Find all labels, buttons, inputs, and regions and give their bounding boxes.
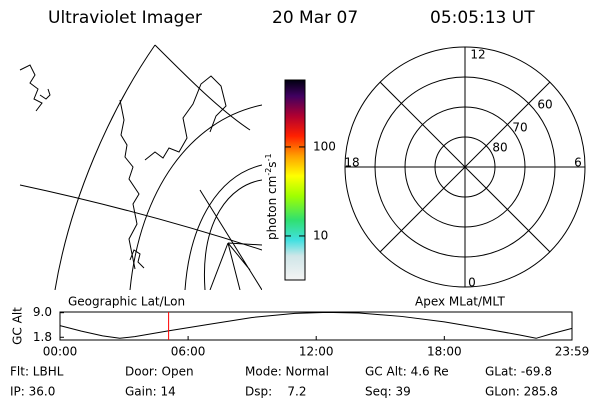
colorbar — [284, 79, 306, 281]
x-tick-label: 06:00 — [171, 345, 206, 359]
lat-label: 60 — [537, 98, 552, 112]
lat-label: 70 — [512, 121, 527, 135]
map — [19, 44, 262, 290]
right-label: Apex MLat/MLT — [415, 295, 505, 309]
status-field: Dsp: 7.2 — [245, 385, 307, 399]
hour-label: 12 — [470, 48, 485, 62]
colorbar-label-part: -1 — [264, 153, 273, 161]
y-axis-label: GC Alt — [11, 307, 25, 345]
x-tick-label: 00:00 — [43, 345, 78, 359]
status-field: GLon: 285.8 — [485, 385, 558, 399]
colorbar-label-part: s — [265, 161, 279, 167]
status-field: Door: Open — [125, 365, 194, 379]
y-tick-label: 9.0 — [33, 305, 52, 319]
lat-label: 80 — [492, 141, 507, 155]
date: 20 Mar 07 — [272, 8, 358, 28]
hour-label: 0 — [468, 276, 476, 290]
hour-label: 18 — [344, 156, 359, 170]
status-field: Gain: 14 — [125, 385, 176, 399]
x-tick-label: 18:00 — [427, 345, 462, 359]
status-field: GC Alt: 4.6 Re — [365, 365, 449, 379]
y-tick-label: 1.8 — [33, 330, 52, 344]
x-tick-label: 12:00 — [299, 345, 334, 359]
title: Ultraviolet Imager — [48, 8, 202, 28]
colorbar-tick-label: 100 — [313, 139, 336, 153]
status-field: Seq: 39 — [365, 385, 411, 399]
status-field: Flt: LBHL — [10, 365, 64, 379]
polar-plot — [344, 46, 586, 288]
status-field: Mode: Normal — [245, 365, 329, 379]
altitude-line — [59, 311, 573, 339]
hour-label: 6 — [574, 156, 582, 170]
colorbar-tick-label: 10 — [313, 228, 328, 242]
status-field: GLat: -69.8 — [485, 365, 552, 379]
colorbar-label-part: -2 — [264, 168, 273, 176]
left-label: Geographic Lat/Lon — [68, 295, 185, 309]
colorbar-label-part: photon cm — [265, 176, 279, 240]
time: 05:05:13 UT — [430, 8, 535, 28]
x-tick-label: 23:59 — [555, 345, 590, 359]
status-field: IP: 36.0 — [10, 385, 55, 399]
colorbar-label: photon cm-2s-1 — [264, 153, 279, 240]
